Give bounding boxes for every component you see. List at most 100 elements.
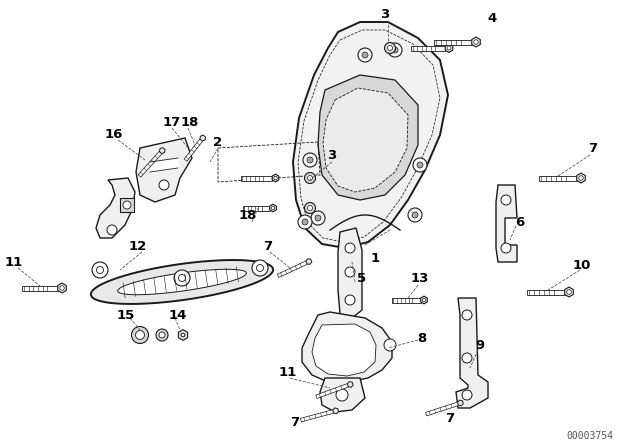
Circle shape (387, 46, 392, 51)
Text: 2: 2 (213, 135, 223, 148)
Text: 16: 16 (105, 128, 123, 141)
Polygon shape (243, 206, 269, 211)
Circle shape (408, 208, 422, 222)
Text: 00003754: 00003754 (566, 431, 614, 441)
Circle shape (305, 202, 316, 214)
Circle shape (307, 157, 313, 163)
Polygon shape (445, 43, 453, 52)
Text: 11: 11 (279, 366, 297, 379)
Polygon shape (472, 37, 480, 47)
Circle shape (447, 46, 451, 50)
Text: 5: 5 (357, 271, 367, 284)
Text: 12: 12 (129, 240, 147, 253)
Circle shape (501, 243, 511, 253)
Polygon shape (269, 204, 276, 212)
Text: 17: 17 (163, 116, 181, 129)
Polygon shape (138, 150, 164, 177)
Polygon shape (293, 22, 448, 248)
Polygon shape (306, 259, 312, 264)
Polygon shape (241, 176, 272, 181)
Polygon shape (302, 312, 392, 382)
Polygon shape (323, 88, 408, 192)
Polygon shape (277, 260, 310, 277)
Circle shape (422, 298, 426, 302)
Circle shape (156, 329, 168, 341)
Polygon shape (392, 297, 420, 302)
Polygon shape (58, 283, 67, 293)
Polygon shape (179, 330, 188, 340)
Circle shape (417, 162, 423, 168)
Polygon shape (96, 178, 135, 238)
Circle shape (181, 333, 185, 337)
Circle shape (579, 176, 583, 180)
Polygon shape (456, 298, 488, 408)
Polygon shape (577, 173, 586, 183)
Polygon shape (348, 382, 353, 387)
Circle shape (302, 219, 308, 225)
Circle shape (412, 212, 418, 218)
Polygon shape (316, 383, 351, 398)
Polygon shape (200, 135, 205, 141)
Polygon shape (527, 289, 564, 294)
Circle shape (501, 195, 511, 205)
Polygon shape (434, 39, 472, 44)
Text: 18: 18 (181, 116, 199, 129)
Circle shape (159, 332, 165, 338)
Circle shape (97, 267, 104, 273)
Polygon shape (539, 176, 577, 181)
Text: 11: 11 (5, 255, 23, 268)
Text: 7: 7 (291, 415, 300, 428)
Polygon shape (136, 138, 192, 202)
Polygon shape (272, 174, 279, 182)
Text: 3: 3 (380, 8, 390, 21)
Polygon shape (458, 400, 463, 406)
Text: 1: 1 (371, 251, 380, 264)
Polygon shape (118, 269, 246, 295)
Text: 3: 3 (328, 148, 337, 161)
Polygon shape (184, 137, 204, 161)
Circle shape (307, 206, 312, 211)
Circle shape (462, 390, 472, 400)
Polygon shape (91, 260, 273, 304)
Circle shape (252, 260, 268, 276)
Polygon shape (333, 408, 339, 414)
Text: 14: 14 (169, 309, 187, 322)
Circle shape (345, 243, 355, 253)
Circle shape (136, 331, 145, 340)
Circle shape (298, 215, 312, 229)
Polygon shape (411, 46, 445, 51)
Circle shape (358, 48, 372, 62)
Circle shape (388, 43, 402, 57)
Circle shape (345, 267, 355, 277)
Circle shape (462, 310, 472, 320)
Polygon shape (320, 378, 365, 412)
Polygon shape (496, 185, 517, 262)
FancyBboxPatch shape (120, 198, 134, 212)
Polygon shape (159, 148, 165, 154)
Polygon shape (312, 324, 376, 376)
Circle shape (60, 286, 64, 290)
Polygon shape (564, 287, 573, 297)
Circle shape (123, 201, 131, 209)
Circle shape (362, 52, 368, 58)
Circle shape (271, 206, 275, 210)
Circle shape (159, 180, 169, 190)
Text: 13: 13 (411, 271, 429, 284)
Polygon shape (420, 296, 428, 304)
Text: 18: 18 (239, 208, 257, 221)
Circle shape (462, 353, 472, 363)
Text: 7: 7 (588, 142, 598, 155)
Circle shape (174, 270, 190, 286)
Circle shape (345, 295, 355, 305)
Circle shape (92, 262, 108, 278)
Polygon shape (318, 75, 418, 200)
Polygon shape (22, 285, 58, 290)
Circle shape (567, 290, 572, 294)
Text: 6: 6 (515, 215, 525, 228)
Circle shape (107, 225, 117, 235)
Text: 7: 7 (445, 412, 454, 425)
Circle shape (413, 158, 427, 172)
Circle shape (257, 264, 264, 271)
Text: 9: 9 (476, 339, 484, 352)
Text: 15: 15 (117, 309, 135, 322)
